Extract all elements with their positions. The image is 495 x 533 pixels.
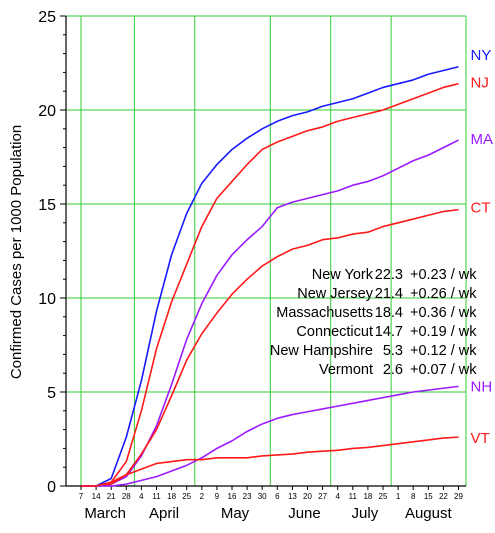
series-label-nj: NJ [471,75,489,92]
x-tick-label: 21 [107,492,116,501]
x-tick-label: 14 [92,492,101,501]
series-line-nj [81,82,459,487]
annotation-rate: +0.23 / wk [410,267,477,283]
x-tick-label: 15 [424,492,433,501]
x-tick-label: 29 [454,492,463,501]
annotation-state: Vermont [319,362,373,378]
y-tick-label: 25 [38,9,56,26]
x-tick-label: 4 [139,492,144,501]
annotation-value: 14.7 [375,324,403,340]
series-line-ct [81,208,459,487]
x-tick-label: 27 [318,492,327,501]
x-tick-label: 7 [79,492,84,501]
x-tick-label: 28 [122,492,131,501]
annotation-rate: +0.07 / wk [410,362,477,378]
annotation-value: 21.4 [375,286,403,302]
series-label-ny: NY [471,47,492,64]
x-month-label: March [84,505,126,522]
x-tick-label: 9 [215,492,220,501]
y-tick-label: 15 [38,197,56,214]
annotation-rate: +0.19 / wk [410,324,477,340]
series-label-vt: VT [471,430,490,447]
annotation-state: New Hampshire [270,343,373,359]
series-line-nh [81,385,459,487]
grid [66,15,467,486]
annotation-value: 18.4 [375,305,403,321]
series-line-vt [81,436,459,487]
x-month-label: August [405,505,453,522]
annotation-value: 5.3 [383,343,403,359]
series-line-ny [81,65,459,487]
annotation-rate: +0.12 / wk [410,343,477,359]
x-tick-label: 13 [288,492,297,501]
annotation-state: New York [312,267,374,283]
y-axis-label: Confirmed Cases per 1000 Population [8,125,25,379]
annotation-state: New Jersey [297,286,373,302]
x-tick-label: 6 [275,492,280,501]
x-tick-label: 18 [363,492,372,501]
x-tick-label: 25 [182,492,191,501]
x-tick-label: 18 [167,492,176,501]
series-label-ma: MA [471,131,494,148]
x-tick-label: 30 [258,492,267,501]
x-tick-label: 4 [335,492,340,501]
x-tick-label: 8 [411,492,416,501]
x-tick-label: 11 [152,492,161,501]
annotation-rate: +0.26 / wk [410,286,477,302]
x-tick-label: 11 [349,492,358,501]
x-month-label: July [352,505,379,522]
y-tick-label: 20 [38,103,56,120]
annotation-rate: +0.36 / wk [410,305,477,321]
x-tick-label: 25 [379,492,388,501]
x-month-label: May [221,505,250,522]
y-tick-label: 0 [47,479,56,496]
annotation-value: 22.3 [375,267,403,283]
series-label-nh: NH [471,378,493,395]
x-tick-label: 16 [228,492,237,501]
x-month-label: June [288,505,321,522]
annotation-value: 2.6 [383,362,403,378]
x-tick-label: 1 [396,492,401,501]
series-labels: NY NJ MA CT NH VT [471,47,494,447]
y-tick-label: 10 [38,291,56,308]
annotation-state: Connecticut [296,324,373,340]
x-tick-label: 20 [303,492,312,501]
x-tick-label: 23 [243,492,252,501]
annotation-state: Massachusetts [276,305,373,321]
series-label-ct: CT [471,200,491,217]
y-tick-label: 5 [47,385,56,402]
x-month-label: April [149,505,179,522]
x-tick-label: 22 [439,492,448,501]
annotation-table: New York 22.3 +0.23 / wk New Jersey 21.4 +0.2… [270,267,477,378]
x-tick-label: 2 [200,492,205,501]
series-group [81,65,459,487]
